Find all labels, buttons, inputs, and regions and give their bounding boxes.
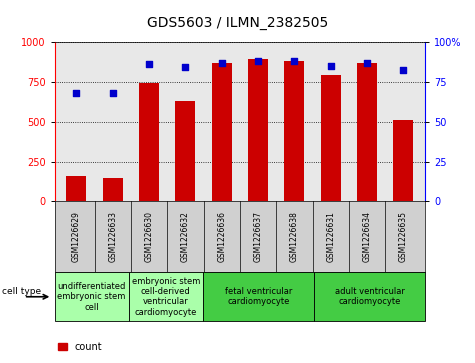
Point bbox=[73, 90, 80, 96]
Bar bbox=[139, 83, 159, 201]
Point bbox=[363, 60, 371, 65]
Bar bbox=[321, 75, 341, 201]
Point bbox=[291, 58, 298, 64]
Text: GSM1226636: GSM1226636 bbox=[217, 211, 226, 262]
Point bbox=[145, 61, 153, 67]
Point bbox=[218, 60, 226, 65]
Bar bbox=[393, 120, 413, 201]
Text: undifferentiated
embryonic stem
cell: undifferentiated embryonic stem cell bbox=[57, 282, 126, 312]
Bar bbox=[129, 272, 203, 321]
Text: GSM1226634: GSM1226634 bbox=[362, 211, 371, 262]
Bar bbox=[285, 61, 304, 201]
Bar bbox=[203, 272, 314, 321]
Text: GSM1226630: GSM1226630 bbox=[144, 211, 153, 262]
Bar bbox=[314, 272, 425, 321]
Text: fetal ventricular
cardiomyocyte: fetal ventricular cardiomyocyte bbox=[225, 287, 292, 306]
Text: GSM1226635: GSM1226635 bbox=[399, 211, 408, 262]
Point bbox=[181, 64, 189, 70]
Bar bbox=[248, 59, 268, 201]
Bar bbox=[175, 101, 195, 201]
Text: adult ventricular
cardiomyocyte: adult ventricular cardiomyocyte bbox=[334, 287, 405, 306]
Point bbox=[109, 90, 116, 96]
Bar bbox=[357, 62, 377, 201]
Point bbox=[399, 68, 407, 73]
Bar bbox=[66, 176, 86, 201]
Text: GSM1226629: GSM1226629 bbox=[72, 211, 81, 262]
Text: GSM1226637: GSM1226637 bbox=[254, 211, 263, 262]
Text: GSM1226631: GSM1226631 bbox=[326, 211, 335, 262]
Text: embryonic stem
cell-derived
ventricular
cardiomyocyte: embryonic stem cell-derived ventricular … bbox=[132, 277, 200, 317]
Bar bbox=[212, 62, 232, 201]
Text: GSM1226638: GSM1226638 bbox=[290, 211, 299, 262]
Text: cell type: cell type bbox=[2, 287, 41, 296]
Text: GSM1226632: GSM1226632 bbox=[181, 211, 190, 262]
Bar bbox=[103, 178, 123, 201]
Text: GSM1226633: GSM1226633 bbox=[108, 211, 117, 262]
Text: GDS5603 / ILMN_2382505: GDS5603 / ILMN_2382505 bbox=[147, 16, 328, 30]
Point bbox=[254, 58, 262, 64]
Point bbox=[327, 63, 334, 69]
Bar bbox=[55, 272, 129, 321]
Text: count: count bbox=[75, 342, 102, 352]
